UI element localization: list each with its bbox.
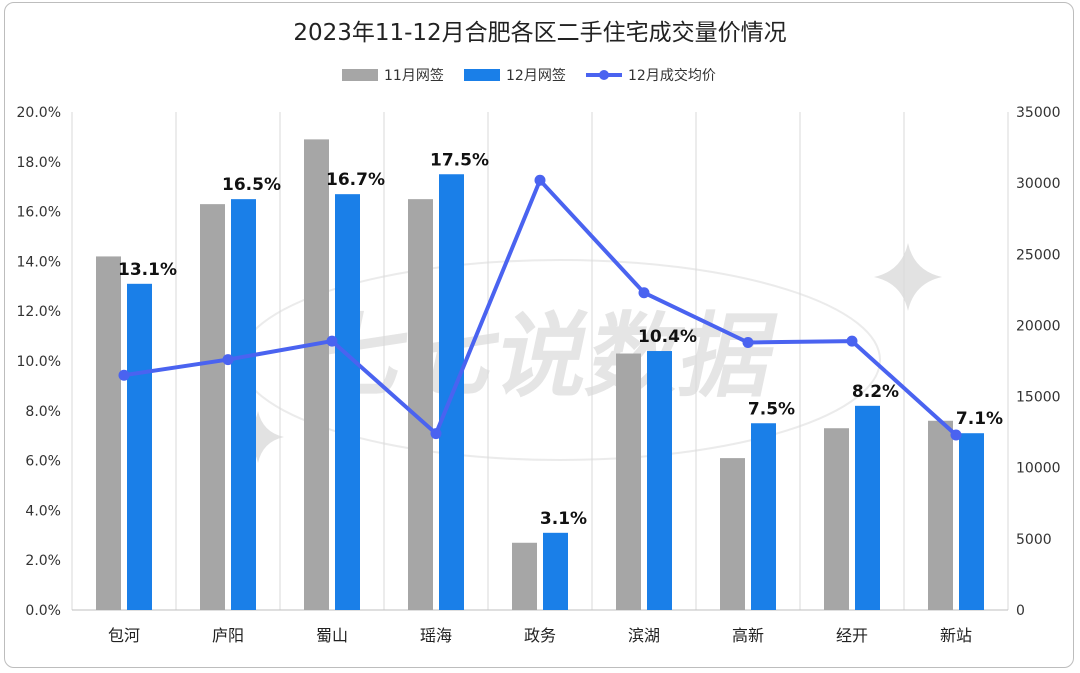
bar xyxy=(408,199,433,610)
bar-data-label: 8.2% xyxy=(852,382,899,402)
y-left-tick-label: 0.0% xyxy=(25,603,61,619)
y-right-tick-label: 10000 xyxy=(1016,461,1061,477)
bar xyxy=(720,458,745,610)
y-right-tick-label: 20000 xyxy=(1016,318,1061,334)
watermark-text: 七七说数据 xyxy=(303,303,786,410)
x-category-label: 蜀山 xyxy=(316,626,348,645)
bar xyxy=(824,428,849,610)
y-right-tick-label: 35000 xyxy=(1016,105,1061,121)
bar-data-label: 16.7% xyxy=(326,170,385,190)
watermark-sparkle-icon xyxy=(232,411,284,463)
legend-swatch xyxy=(342,69,378,81)
y-right-tick-label: 15000 xyxy=(1016,390,1061,406)
x-category-label: 新站 xyxy=(940,626,972,645)
bar xyxy=(616,353,641,610)
bar xyxy=(543,532,568,610)
bar xyxy=(959,433,984,610)
chart-title: 2023年11-12月合肥各区二手住宅成交量价情况 xyxy=(293,20,786,46)
y-right-tick-label: 30000 xyxy=(1016,176,1061,192)
y-left-tick-label: 18.0% xyxy=(17,155,61,171)
chart-card xyxy=(4,2,1074,668)
bar xyxy=(647,351,672,610)
bar-data-label: 16.5% xyxy=(222,175,281,195)
bar-data-label: 13.1% xyxy=(118,260,177,280)
legend-marker xyxy=(599,70,609,80)
y-left-tick-label: 20.0% xyxy=(17,105,61,121)
y-left-tick-label: 4.0% xyxy=(25,503,61,519)
bar xyxy=(928,420,953,610)
bar-data-label: 7.1% xyxy=(956,409,1003,429)
legend-swatch xyxy=(464,69,500,81)
bar-data-label: 17.5% xyxy=(430,150,489,170)
avg-price-point xyxy=(118,369,130,381)
y-left-tick-label: 6.0% xyxy=(25,454,61,470)
y-left-tick-label: 14.0% xyxy=(17,254,61,270)
bar xyxy=(200,204,225,610)
bar xyxy=(231,199,256,610)
y-left-tick-label: 8.0% xyxy=(25,404,61,420)
avg-price-point xyxy=(742,337,754,349)
legend-label: 11月网签 xyxy=(384,67,444,84)
y-left-tick-label: 2.0% xyxy=(25,553,61,569)
avg-price-point xyxy=(326,335,338,347)
avg-price-point xyxy=(950,429,962,441)
y-left-tick-label: 12.0% xyxy=(17,304,61,320)
bar xyxy=(96,256,121,610)
y-left-tick-label: 10.0% xyxy=(17,354,61,370)
bar xyxy=(335,194,360,611)
x-category-label: 高新 xyxy=(732,626,764,645)
bar xyxy=(127,283,152,610)
bar xyxy=(751,423,776,610)
x-category-label: 政务 xyxy=(524,626,556,645)
y-right-tick-label: 25000 xyxy=(1016,247,1061,263)
x-category-label: 庐阳 xyxy=(212,626,244,645)
y-right-tick-label: 0 xyxy=(1016,603,1025,619)
avg-price-point xyxy=(534,174,546,186)
x-category-label: 滨湖 xyxy=(628,626,660,645)
avg-price-point xyxy=(846,335,858,347)
y-right-tick-label: 5000 xyxy=(1016,532,1052,548)
y-left-tick-label: 16.0% xyxy=(17,205,61,221)
bar-data-label: 10.4% xyxy=(638,327,697,347)
x-category-label: 包河 xyxy=(108,626,140,645)
bar xyxy=(304,139,329,610)
x-category-label: 经开 xyxy=(836,626,868,645)
bar-data-label: 7.5% xyxy=(748,399,795,419)
watermark-sparkle-icon xyxy=(874,243,942,311)
x-category-label: 瑶海 xyxy=(420,626,452,645)
avg-price-point xyxy=(638,287,650,299)
avg-price-point xyxy=(430,428,442,440)
legend-label: 12月成交均价 xyxy=(628,67,716,84)
bar-data-label: 3.1% xyxy=(540,509,587,529)
legend-label: 12月网签 xyxy=(506,67,566,84)
avg-price-point xyxy=(222,354,234,366)
bar xyxy=(855,405,880,610)
bar xyxy=(512,542,537,610)
